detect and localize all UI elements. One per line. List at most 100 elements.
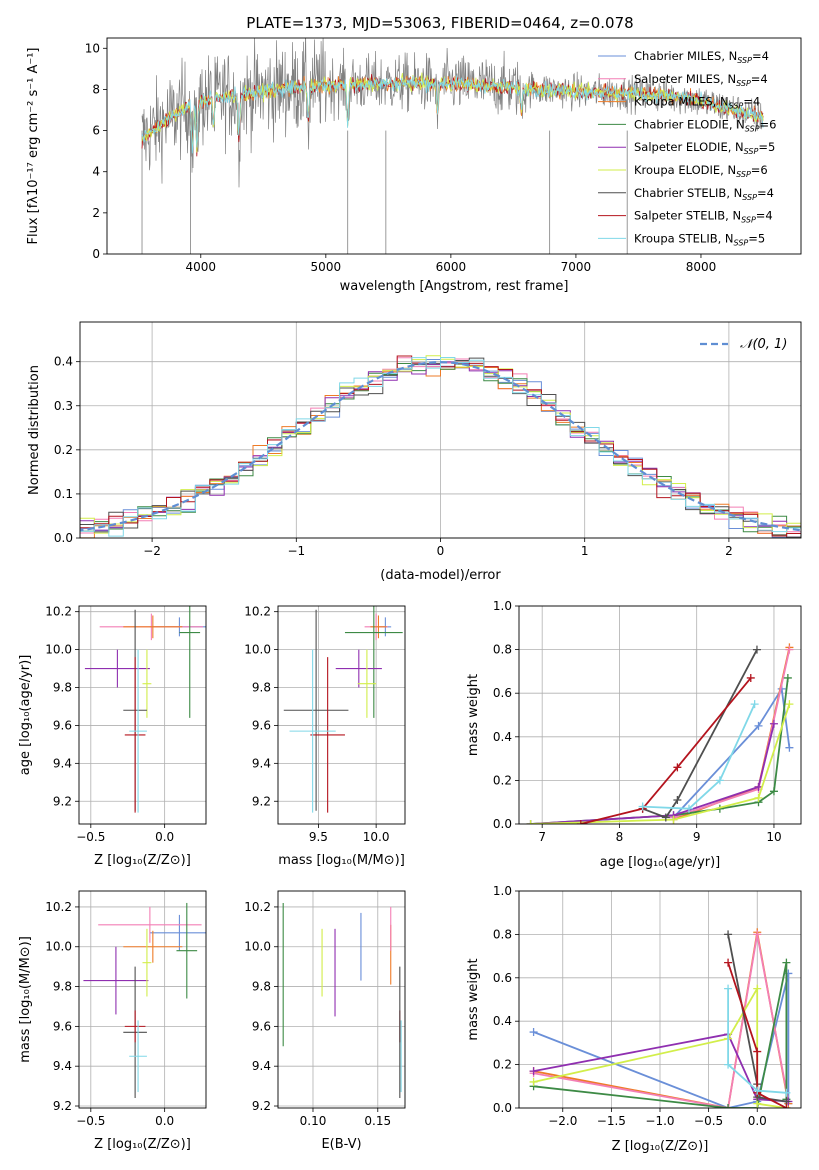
y-tick-label: 9.6: [53, 1019, 72, 1033]
y-axis-label: Flux [fλ10⁻¹⁷ erg cm⁻² s⁻¹ A⁻¹]: [26, 48, 41, 245]
mass_vs_ebv-points: [282, 902, 402, 1099]
y-tick-label: 9.4: [252, 1059, 271, 1073]
residual-frame: [79, 321, 802, 539]
weight-marker-chabrier_miles: [785, 743, 794, 752]
weight-marker-chabrier_elodie: [769, 787, 778, 796]
legend-label: Salpeter STELIB, NSSP=4: [634, 209, 773, 225]
x-axis-label: Z [log₁₀(Z/Z⊙)]: [94, 853, 191, 868]
y-tick-label: 0.6: [493, 686, 512, 700]
spectrum-panel: 4000 5000 6000 7000 8000 0 2 4 6 8 10 wavelength [A…: [26, 37, 802, 294]
weight_vs_Z-frame: [518, 890, 802, 1109]
y-tick-label: 10.2: [45, 900, 72, 914]
weight-marker-chabrier_miles: [529, 1028, 538, 1037]
weight-marker-kroupa_elodie: [754, 793, 763, 802]
x-tick-label: −1.0: [645, 1114, 674, 1128]
spectrum-frame: [106, 37, 802, 255]
y-tick-label: 9.4: [252, 756, 271, 770]
weight-marker-kroupa_elodie: [526, 820, 535, 824]
x-axis-label: E(B-V): [321, 1137, 361, 1152]
y-tick-label: 10.0: [244, 643, 271, 657]
y-axis-label: mass weight: [466, 674, 481, 756]
y-tick-label: 0.2: [54, 443, 73, 457]
y-tick-label: 0.3: [54, 399, 73, 413]
y-tick-label: 0.1: [54, 487, 73, 501]
mass_vs_Z-panel: −0.5 0.0 9.2 9.4 9.6 9.8 10.0 10.2 Z [log₁₀(Z/Z⊙…: [18, 890, 207, 1152]
weight-marker-kroupa_stelib: [753, 1086, 762, 1095]
y-tick-label: 9.8: [53, 681, 72, 695]
y-axis-label: Normed distribution: [27, 365, 42, 495]
y-tick-label: 0.0: [493, 817, 512, 831]
weight-marker-salpeter_stelib: [576, 820, 585, 824]
x-tick-label: 0.0: [155, 1114, 174, 1128]
x-tick-label: −1: [287, 544, 305, 558]
weight-marker-kroupa_stelib: [782, 1088, 791, 1097]
y-tick-label: 10.0: [45, 940, 72, 954]
weight-marker-salpeter_stelib: [782, 1104, 791, 1108]
x-tick-label: 6000: [436, 260, 467, 274]
y-tick-label: 1.0: [493, 599, 512, 613]
x-tick-label: −1.5: [597, 1114, 626, 1128]
age_vs_mass-panel: 9.5 10.0 9.2 9.4 9.6 9.8 10.0 10.2 mass [log₁₀(M…: [244, 605, 406, 868]
weight-marker-kroupa_stelib: [750, 700, 759, 709]
y-axis-label: mass weight: [466, 958, 481, 1040]
weight-marker-kroupa_elodie: [529, 1077, 538, 1086]
weight-line-salpeter_miles: [533, 934, 790, 1108]
age_vs_Z-points: [84, 606, 206, 813]
y-tick-label: 9.6: [252, 718, 271, 732]
age_vs_Z-frame: [78, 605, 207, 825]
legend-label: Chabrier STELIB, NSSP=4: [634, 186, 774, 202]
y-axis-label: mass [log₁₀(M/M⊙)]: [18, 936, 33, 1063]
y-tick-label: 10.2: [244, 900, 271, 914]
weight-marker-chabrier_stelib: [661, 813, 670, 822]
y-tick-label: 2: [92, 206, 100, 220]
y-tick-label: 9.6: [53, 718, 72, 732]
x-axis-label: mass [log₁₀(M/M⊙)]: [278, 853, 405, 868]
x-tick-label: −0.5: [76, 1114, 105, 1128]
normal-curve: [80, 360, 801, 532]
y-tick-label: 8: [92, 82, 100, 96]
legend-label: Kroupa MILES, NSSP=4: [634, 95, 760, 111]
x-tick-label: −2.0: [548, 1114, 577, 1128]
y-tick-label: 0.4: [493, 730, 512, 744]
weight-marker-chabrier_elodie: [783, 673, 792, 682]
x-tick-label: 7: [538, 830, 546, 844]
x-tick-label: 10.0: [363, 830, 390, 844]
weight-marker-chabrier_elodie: [782, 958, 791, 967]
weight_vs_Z-lines: [529, 928, 793, 1108]
y-tick-label: 10.0: [45, 643, 72, 657]
weight-marker-chabrier_miles: [754, 721, 763, 730]
y-axis-label: age [log₁₀(age/yr)]: [18, 655, 33, 776]
y-tick-label: 0.2: [493, 1058, 512, 1072]
age_vs_Z-grid: [79, 606, 206, 824]
y-tick-label: 0.8: [493, 643, 512, 657]
weight-marker-kroupa_stelib: [638, 802, 647, 811]
y-tick-label: 9.8: [252, 681, 271, 695]
weight-line-chabrier_elodie: [533, 962, 788, 1108]
y-tick-label: 0.0: [493, 1101, 512, 1115]
y-tick-label: 10.2: [244, 605, 271, 619]
legend-label: Chabrier MILES, NSSP=4: [634, 49, 769, 65]
x-tick-label: 2: [725, 544, 733, 558]
legend-label: Kroupa STELIB, NSSP=5: [634, 231, 765, 247]
y-tick-label: 9.2: [53, 1099, 72, 1113]
weight-marker-salpeter_stelib: [753, 1047, 762, 1056]
weight-line-salpeter_elodie: [530, 723, 775, 824]
x-tick-label: 1: [581, 544, 589, 558]
x-tick-label: 7000: [561, 260, 592, 274]
y-tick-label: 1.0: [493, 884, 512, 898]
mass_vs_Z-points: [83, 902, 206, 1099]
mass_vs_ebv-panel: 0.10 0.15 9.2 9.4 9.6 9.8 10.0 10.2 E(B-V): [244, 890, 406, 1152]
weight-marker-kroupa_stelib: [724, 1060, 733, 1069]
x-axis-label: age [log₁₀(age/yr)]: [600, 855, 721, 870]
weight-line-chabrier_miles: [533, 973, 790, 1108]
x-tick-label: −2: [143, 544, 161, 558]
y-tick-label: 9.8: [252, 980, 271, 994]
weight-marker-kroupa_stelib: [724, 984, 733, 993]
y-tick-label: 9.2: [252, 1099, 271, 1113]
x-tick-label: 0: [437, 544, 445, 558]
weight-line-kroupa_elodie: [530, 703, 791, 824]
x-tick-label: −0.5: [76, 830, 105, 844]
mass_vs_Z-frame: [78, 890, 207, 1109]
y-tick-label: 10: [85, 41, 100, 55]
